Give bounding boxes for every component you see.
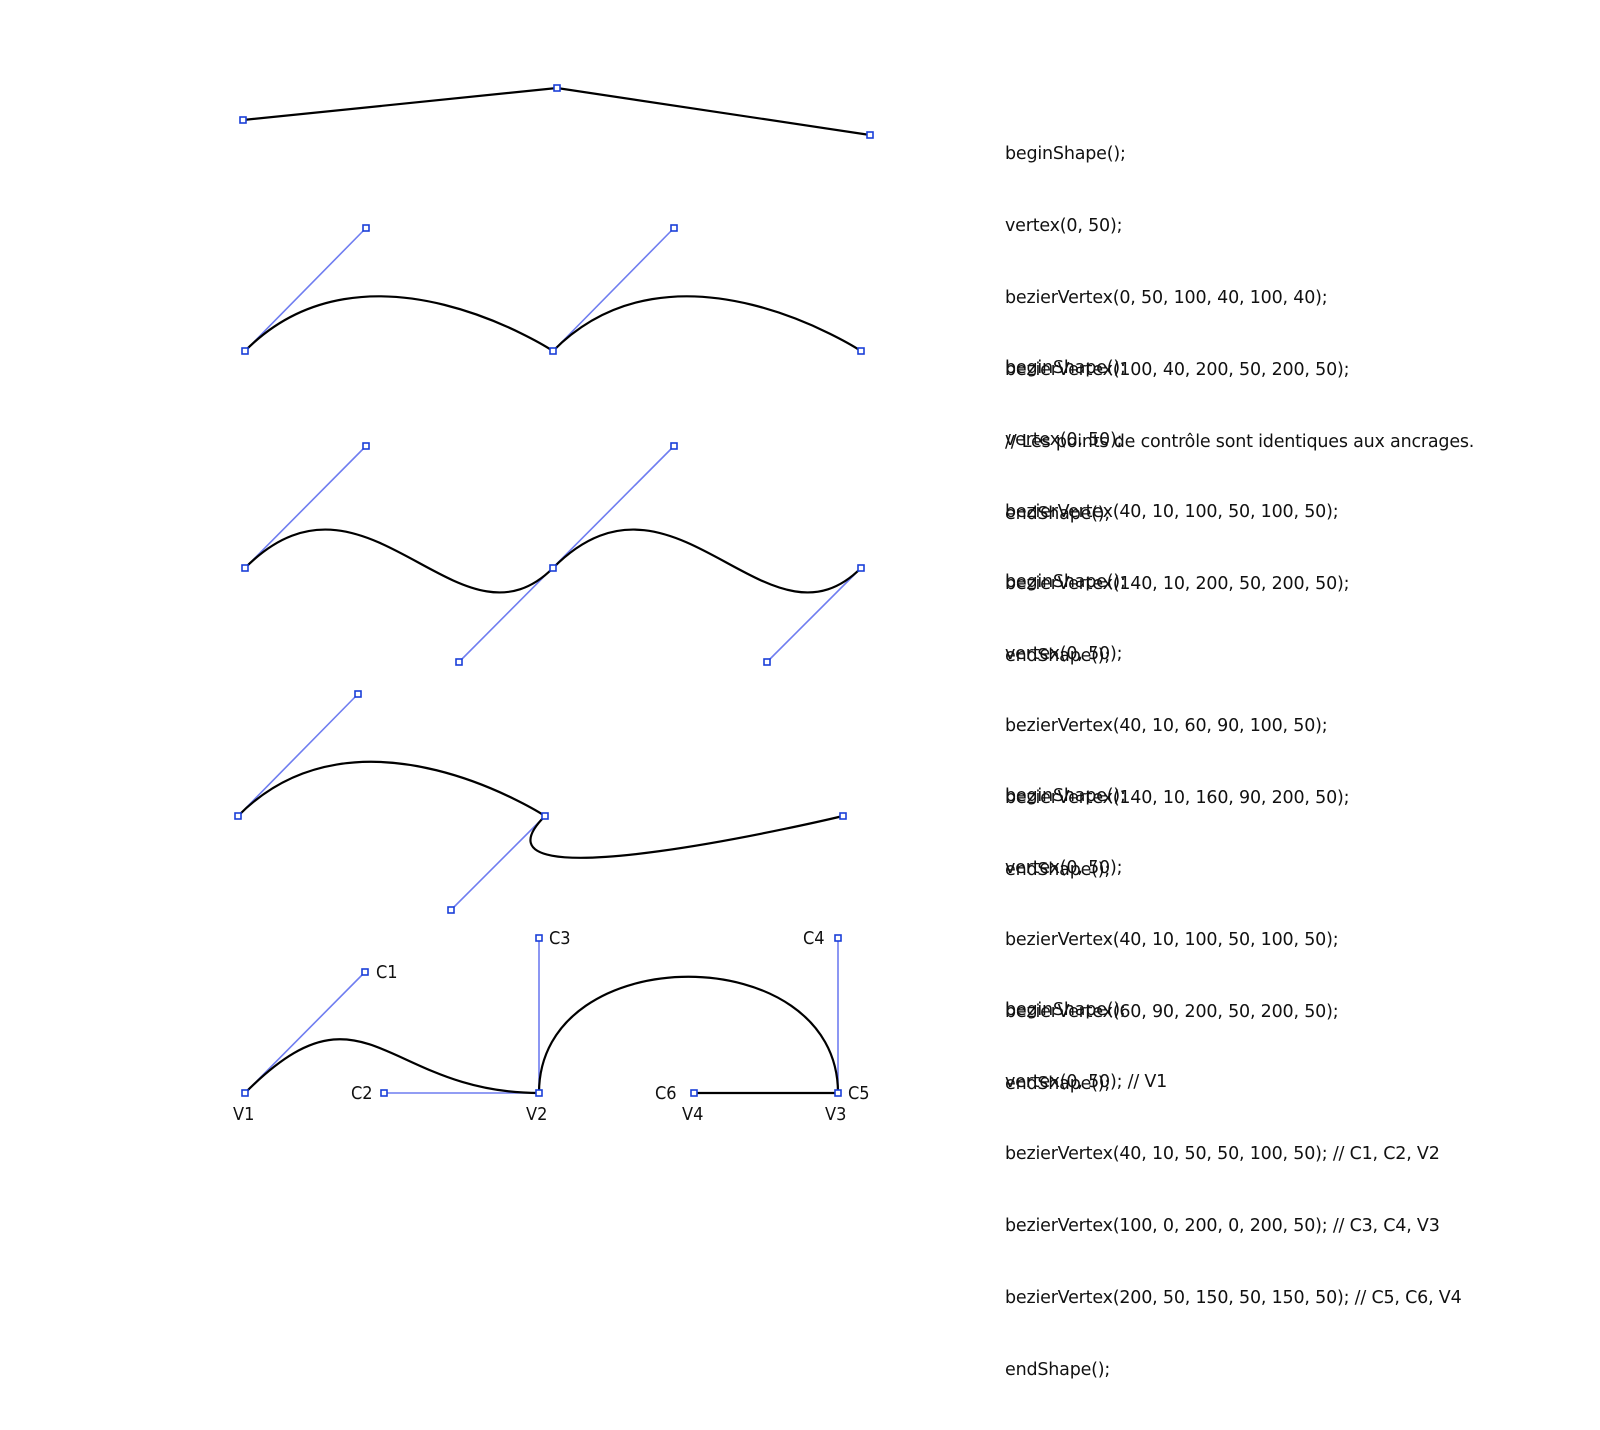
example-5-point-c1 bbox=[361, 968, 369, 976]
example-3-curve bbox=[244, 528, 862, 594]
example-2-anchor-mid bbox=[549, 347, 557, 355]
example-5-point-v2 bbox=[535, 1089, 543, 1097]
code-line: bezierVertex(60, 90, 200, 50, 200, 50); bbox=[1005, 1002, 1339, 1022]
code-block-4: beginShape(); vertex(0, 50); bezierVerte… bbox=[1005, 736, 1339, 1144]
code-block-2: beginShape(); vertex(0, 50); bezierVerte… bbox=[1005, 308, 1350, 716]
code-line: vertex(0, 50); bbox=[1005, 430, 1123, 450]
code-line: endShape(); bbox=[1005, 860, 1111, 880]
code-line: bezierVertex(100, 40, 200, 50, 200, 50); bbox=[1005, 360, 1350, 380]
code-line: bezierVertex(140, 10, 160, 90, 200, 50); bbox=[1005, 788, 1350, 808]
example-4-handle-1 bbox=[237, 693, 359, 817]
example-3-handle-2 bbox=[458, 445, 675, 663]
code-line: // Les points de contrôle sont identique… bbox=[1005, 432, 1475, 452]
example-4-control-1 bbox=[354, 690, 362, 698]
example-4-anchor-start bbox=[234, 812, 242, 820]
code-line: bezierVertex(40, 10, 100, 50, 100, 50); bbox=[1005, 502, 1339, 522]
example-1-anchor-start bbox=[239, 116, 247, 124]
label-c6: C6 bbox=[655, 1083, 677, 1104]
example-4-anchor-end bbox=[839, 812, 847, 820]
example-5-point-c3 bbox=[535, 934, 543, 942]
code-line: bezierVertex(100, 0, 200, 0, 200, 50); /… bbox=[1005, 1216, 1440, 1236]
example-3-anchor-mid bbox=[549, 564, 557, 572]
label-v1: V1 bbox=[233, 1104, 254, 1125]
code-line: bezierVertex(40, 10, 100, 50, 100, 50); bbox=[1005, 930, 1339, 950]
example-5-point-v4-c6 bbox=[690, 1089, 698, 1097]
bezier-diagram: V1 C1 C2 V2 C3 C4 C5 C6 V4 V3 beginShape… bbox=[233, 84, 1474, 1380]
example-3-handle-3 bbox=[766, 567, 862, 663]
label-c3: C3 bbox=[549, 928, 571, 949]
code-line: beginShape(); bbox=[1005, 1000, 1126, 1020]
example-3-anchor-start bbox=[241, 564, 249, 572]
code-line: vertex(0, 50); bbox=[1005, 644, 1123, 664]
code-line: endShape(); bbox=[1005, 1074, 1111, 1094]
example-1-anchor-end bbox=[866, 131, 874, 139]
label-c5: C5 bbox=[848, 1083, 870, 1104]
example-4-figure bbox=[234, 690, 847, 914]
example-3-anchor-end bbox=[857, 564, 865, 572]
example-5-point-c4 bbox=[834, 934, 842, 942]
code-line: bezierVertex(200, 50, 150, 50, 150, 50);… bbox=[1005, 1288, 1462, 1308]
code-line: vertex(0, 50); bbox=[1005, 216, 1123, 236]
code-line: beginShape(); bbox=[1005, 144, 1126, 164]
bezier-canvas: V1 C1 C2 V2 C3 C4 C5 C6 V4 V3 bbox=[233, 84, 874, 1125]
label-c2: C2 bbox=[351, 1083, 373, 1104]
code-line: bezierVertex(40, 10, 60, 90, 100, 50); bbox=[1005, 716, 1328, 736]
example-2-anchor-start bbox=[241, 347, 249, 355]
example-3-control-4 bbox=[763, 658, 771, 666]
example-4-anchor-mid bbox=[541, 812, 549, 820]
example-2-figure bbox=[241, 224, 865, 355]
code-line: bezierVertex(40, 10, 50, 50, 100, 50); /… bbox=[1005, 1144, 1440, 1164]
code-block-3: beginShape(); vertex(0, 50); bezierVerte… bbox=[1005, 522, 1350, 930]
example-5-curve bbox=[244, 975, 840, 1095]
label-v2: V2 bbox=[526, 1104, 547, 1125]
code-line: beginShape(); bbox=[1005, 358, 1126, 378]
example-5-point-v1 bbox=[241, 1089, 249, 1097]
example-4-control-2 bbox=[447, 906, 455, 914]
code-line: vertex(0, 50); // V1 bbox=[1005, 1072, 1168, 1092]
example-5-point-c2 bbox=[380, 1089, 388, 1097]
code-line: bezierVertex(0, 50, 100, 40, 100, 40); bbox=[1005, 288, 1328, 308]
example-3-control-2 bbox=[455, 658, 463, 666]
label-c1: C1 bbox=[376, 962, 398, 983]
code-line: beginShape(); bbox=[1005, 572, 1126, 592]
example-5-figure: V1 C1 C2 V2 C3 C4 C5 C6 V4 V3 bbox=[233, 928, 870, 1125]
code-line: bezierVertex(140, 10, 200, 50, 200, 50); bbox=[1005, 574, 1350, 594]
example-3-handle-1 bbox=[244, 445, 367, 569]
code-block-5: beginShape(); vertex(0, 50); // V1 bezie… bbox=[1005, 950, 1462, 1430]
code-line: endShape(); bbox=[1005, 646, 1111, 666]
label-c4: C4 bbox=[803, 928, 825, 949]
example-5-point-v3-c5 bbox=[834, 1089, 842, 1097]
example-3-control-3 bbox=[670, 442, 678, 450]
example-4-curve bbox=[237, 760, 844, 859]
example-2-anchor-end bbox=[857, 347, 865, 355]
example-1-curve bbox=[242, 86, 871, 137]
example-3-figure bbox=[241, 442, 865, 666]
code-line: beginShape(); bbox=[1005, 786, 1126, 806]
example-1-figure bbox=[239, 84, 874, 139]
example-4-handle-2 bbox=[450, 815, 546, 911]
label-v4: V4 bbox=[682, 1104, 703, 1125]
code-line: endShape(); bbox=[1005, 1360, 1111, 1380]
code-block-1: beginShape(); vertex(0, 50); bezierVerte… bbox=[1005, 94, 1474, 574]
example-1-anchor-mid bbox=[553, 84, 561, 92]
example-2-control-2 bbox=[670, 224, 678, 232]
code-line: endShape(); bbox=[1005, 504, 1111, 524]
example-2-control-1 bbox=[362, 224, 370, 232]
code-line: vertex(0, 50); bbox=[1005, 858, 1123, 878]
example-2-handle-1 bbox=[244, 227, 367, 352]
example-3-control-1 bbox=[362, 442, 370, 450]
label-v3: V3 bbox=[825, 1104, 846, 1125]
example-2-curve bbox=[244, 295, 862, 353]
example-2-handle-2 bbox=[552, 227, 675, 352]
